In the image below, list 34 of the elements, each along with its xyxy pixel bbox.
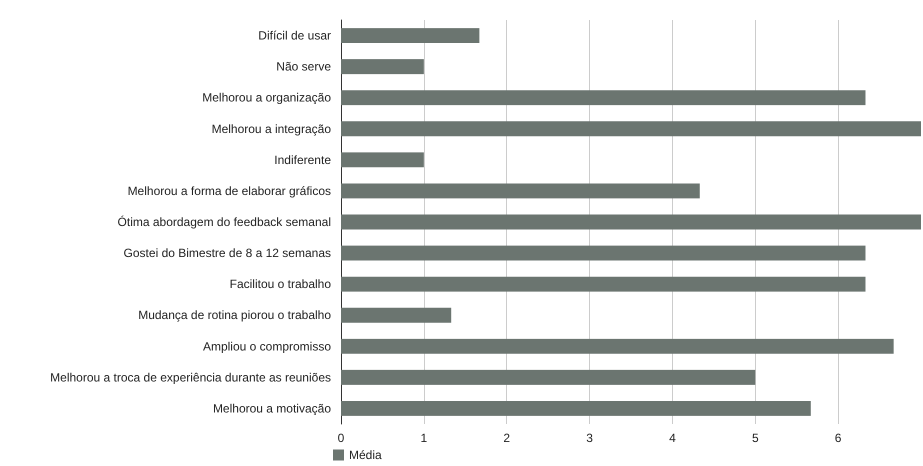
bar [341, 152, 424, 168]
y-tick-label: Indiferente [274, 152, 332, 167]
bar [341, 401, 811, 416]
y-tick-label: Ampliou o compromisso [202, 339, 332, 354]
y-tick-label: Difícil de usar [258, 28, 331, 43]
x-tick-label: 5 [752, 431, 759, 445]
bar [341, 90, 866, 106]
bar [341, 28, 480, 43]
x-tick-label: 6 [834, 431, 842, 445]
bar [341, 183, 700, 198]
y-tick-label: Melhorou a motivação [212, 401, 332, 416]
y-tick-label: Melhorou a organização [202, 90, 332, 105]
legend-label: Média [349, 448, 382, 462]
bar [341, 121, 921, 136]
bar [341, 338, 894, 354]
y-tick-label: Melhorou a integração [212, 122, 332, 136]
x-tick-label: 1 [420, 431, 428, 445]
bar [341, 59, 424, 74]
y-tick-label: Gostei do Bimestre de 8 a 12 semanas [124, 246, 331, 260]
bar [341, 246, 866, 261]
x-tick-label: 0 [338, 431, 345, 445]
x-tick-label: 2 [503, 431, 510, 445]
bar [341, 214, 921, 230]
bar [341, 276, 866, 292]
y-tick-label: Melhorou a forma de elaborar gráficos [128, 184, 331, 198]
y-tick-label: Ótima abordagem do feedback semanal [118, 215, 331, 229]
y-tick-label: Não serve [276, 60, 332, 74]
x-tick-label: 4 [669, 431, 676, 445]
y-tick-label: Facilitou o trabalho [230, 277, 332, 292]
bar [341, 308, 452, 323]
x-tick-label: 3 [586, 431, 594, 445]
y-tick-label: Mudança de rotina piorou o trabalho [138, 308, 332, 322]
bar [341, 370, 756, 385]
y-tick-label: Melhorou a troca de experiência durante as reuniões [50, 370, 331, 384]
